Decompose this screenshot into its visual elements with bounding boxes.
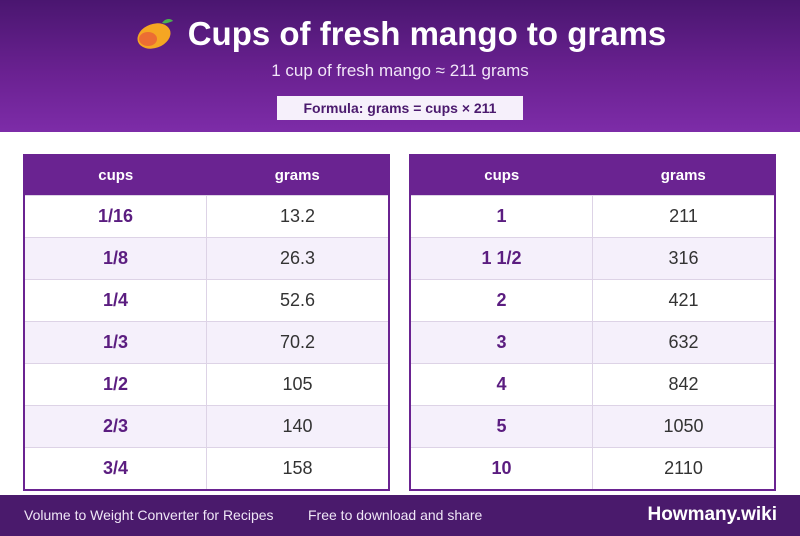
- table-header-row: cups grams: [25, 156, 388, 196]
- grams-cell: 13.2: [206, 195, 388, 238]
- table-row: 2 421: [411, 279, 774, 322]
- cups-cell: 10: [411, 447, 593, 489]
- footer-bar: Volume to Weight Converter for Recipes F…: [0, 495, 800, 536]
- table-row: 1 211: [411, 195, 774, 238]
- table-row: 1/2 105: [25, 363, 388, 406]
- table-row: 3/4 158: [25, 447, 388, 489]
- grams-cell: 70.2: [206, 321, 388, 364]
- mango-icon: [137, 19, 173, 49]
- table-row: 1/16 13.2: [25, 195, 388, 238]
- table-row: 1/3 70.2: [25, 321, 388, 364]
- grams-cell: 211: [592, 195, 774, 238]
- cups-cell: 1/16: [25, 195, 207, 238]
- conversion-table-right: cups grams 1 211 1 1/2 316 2 421 3 632 4 842 …: [409, 154, 776, 491]
- column-header-cups: cups: [25, 156, 207, 196]
- grams-cell: 2110: [592, 447, 774, 489]
- grams-cell: 158: [206, 447, 388, 489]
- grams-cell: 52.6: [206, 279, 388, 322]
- grams-cell: 316: [592, 237, 774, 280]
- cups-cell: 1/8: [25, 237, 207, 280]
- cups-cell: 1/3: [25, 321, 207, 364]
- table-header-row: cups grams: [411, 156, 774, 196]
- grams-cell: 421: [592, 279, 774, 322]
- grams-cell: 26.3: [206, 237, 388, 280]
- table-row: 3 632: [411, 321, 774, 364]
- grams-cell: 140: [206, 405, 388, 448]
- cups-cell: 1: [411, 195, 593, 238]
- cups-cell: 2: [411, 279, 593, 322]
- footer-tagline: Volume to Weight Converter for Recipes: [24, 507, 274, 523]
- table-row: 1 1/2 316: [411, 237, 774, 280]
- table-row: 1/4 52.6: [25, 279, 388, 322]
- formula-box: Formula: grams = cups × 211: [277, 96, 523, 120]
- table-row: 4 842: [411, 363, 774, 406]
- grams-cell: 842: [592, 363, 774, 406]
- brand-link[interactable]: Howmany.wiki: [647, 504, 777, 525]
- table-row: 2/3 140: [25, 405, 388, 448]
- cups-cell: 4: [411, 363, 593, 406]
- cups-cell: 3: [411, 321, 593, 364]
- cups-cell: 1/4: [25, 279, 207, 322]
- cups-cell: 1/2: [25, 363, 207, 406]
- column-header-grams: grams: [206, 156, 388, 196]
- table-row: 5 1050: [411, 405, 774, 448]
- cups-cell: 1 1/2: [411, 237, 593, 280]
- cups-cell: 5: [411, 405, 593, 448]
- footer-share-note: Free to download and share: [308, 507, 483, 523]
- cups-cell: 2/3: [25, 405, 207, 448]
- page-title-row: Cups of fresh mango to grams: [0, 14, 800, 54]
- page-title: Cups of fresh mango to grams: [187, 15, 667, 52]
- page-subtitle: 1 cup of fresh mango ≈ 211 grams: [271, 61, 529, 80]
- table-row: 10 2110: [411, 447, 774, 489]
- cups-cell: 3/4: [25, 447, 207, 489]
- conversion-table-left: cups grams 1/16 13.2 1/8 26.3 1/4 52.6 1/3 7…: [23, 154, 390, 491]
- header-banner: Cups of fresh mango to grams 1 cup of fr…: [0, 0, 800, 132]
- grams-cell: 105: [206, 363, 388, 406]
- column-header-grams: grams: [592, 156, 774, 196]
- column-header-cups: cups: [411, 156, 593, 196]
- grams-cell: 632: [592, 321, 774, 364]
- table-row: 1/8 26.3: [25, 237, 388, 280]
- grams-cell: 1050: [592, 405, 774, 448]
